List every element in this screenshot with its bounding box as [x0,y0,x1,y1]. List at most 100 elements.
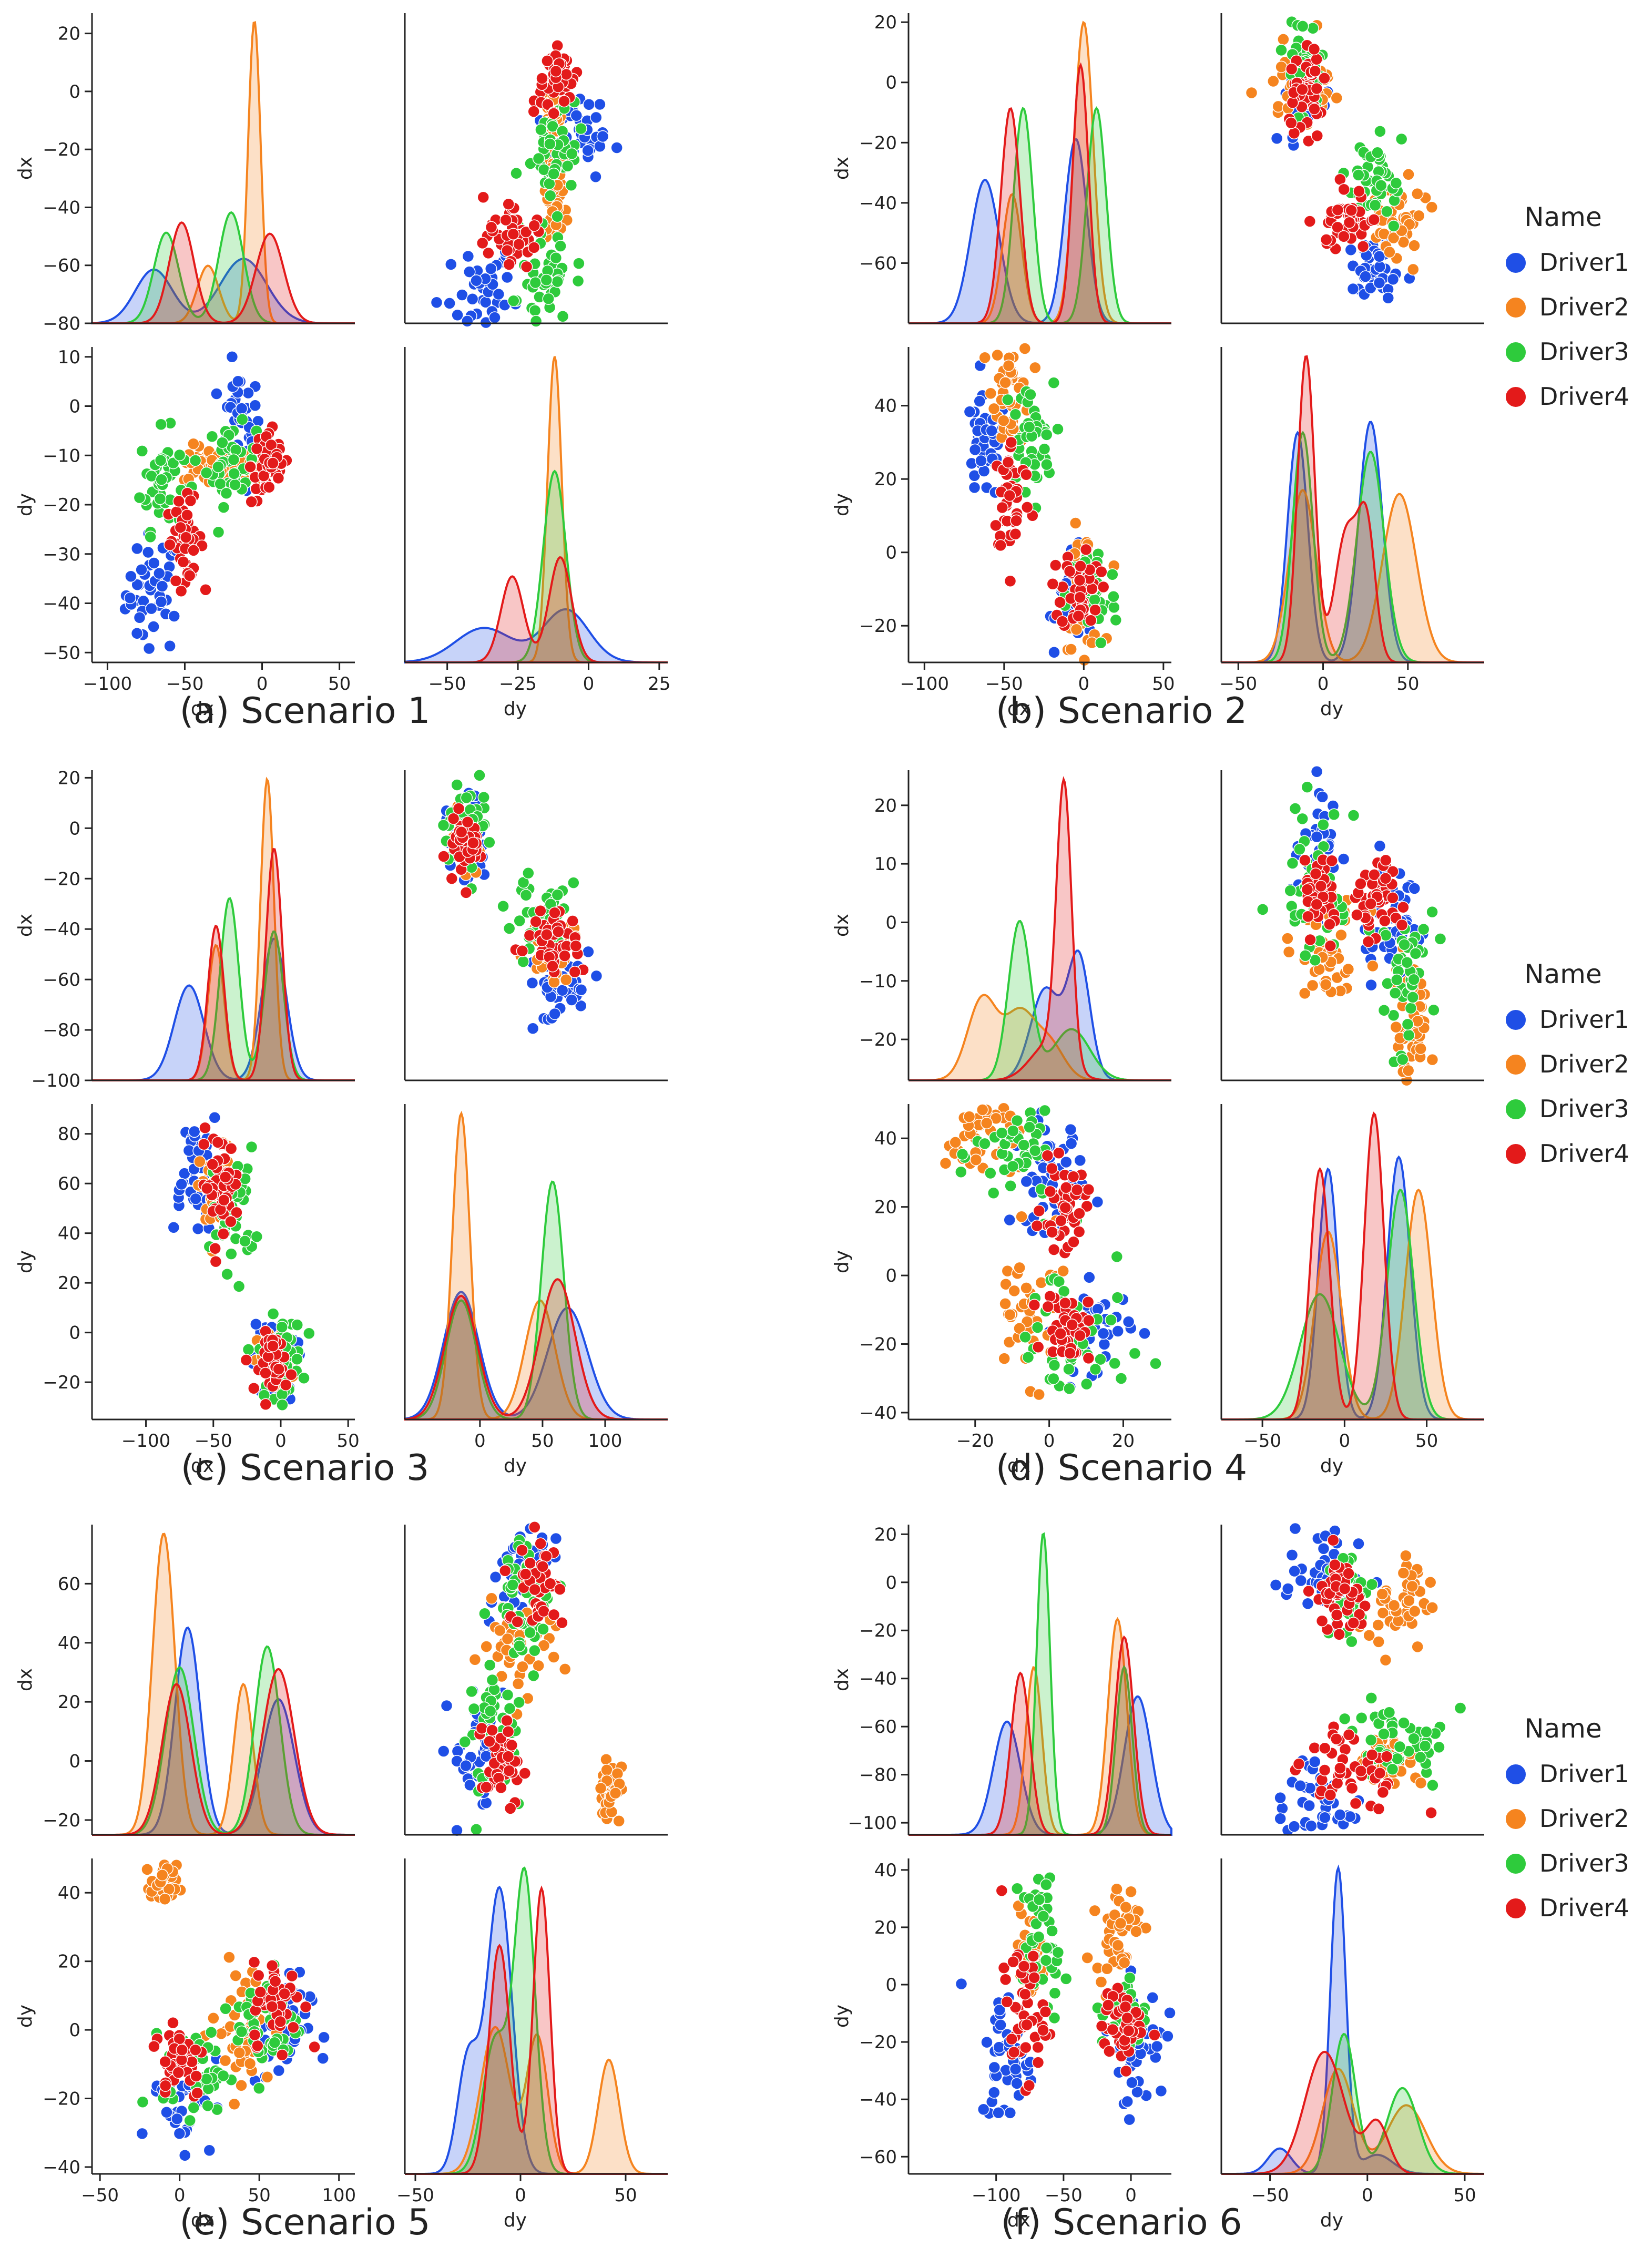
point-driver1 [526,1022,539,1035]
point-driver4 [184,494,197,507]
y-tick-label: 20 [58,1692,80,1713]
legend-marker-driver3 [1505,1853,1527,1875]
point-driver3 [1433,1741,1445,1754]
point-driver3 [1024,388,1037,401]
subfigure-title: (d) Scenario 4 [996,1447,1247,1489]
point-driver4 [541,55,554,67]
subfigure-title: (f) Scenario 6 [1001,2202,1242,2243]
point-driver4 [1074,591,1086,604]
point-driver4 [1085,614,1097,627]
point-driver2 [1281,932,1294,945]
x-tick-label: −100 [900,673,949,694]
point-driver3 [1108,601,1120,614]
y-axis-label: dx [831,157,853,180]
point-driver1 [272,2064,285,2077]
point-driver1 [133,611,146,624]
point-driver4 [250,442,263,455]
point-driver2 [193,1155,206,1168]
point-driver2 [613,1815,625,1827]
point-driver4 [1003,489,1016,502]
point-driver3 [154,454,167,467]
point-driver1 [1352,1537,1365,1550]
point-driver3 [540,273,553,287]
point-driver2 [600,1763,613,1776]
point-driver1 [1305,1820,1318,1832]
legend-marker-driver2 [1505,1808,1527,1830]
point-driver4 [1301,883,1314,896]
point-driver3 [1052,1946,1065,1959]
y-tick-label: −40 [43,197,80,218]
point-driver4 [209,1242,221,1255]
point-driver4 [507,228,520,241]
point-driver1 [1276,1802,1289,1815]
point-driver4 [995,1884,1008,1897]
y-tick-label: −100 [32,1070,80,1091]
point-driver4 [1364,897,1377,910]
y-axis-label: dy [831,493,853,516]
point-driver4 [248,2028,261,2041]
point-driver4 [1028,1971,1040,1984]
point-driver1 [460,1759,472,1772]
y-tick-label: 0 [69,1323,80,1344]
point-driver4 [1046,1225,1058,1239]
point-driver4 [164,538,176,551]
point-driver4 [248,1382,260,1395]
point-driver2 [1426,1601,1438,1614]
point-driver4 [1033,1204,1046,1217]
point-driver1 [992,2107,1005,2119]
point-driver2 [999,1298,1012,1310]
point-driver4 [224,1142,238,1155]
point-driver3 [1007,1125,1019,1137]
point-driver4 [1055,1214,1067,1227]
point-driver4 [1347,1617,1360,1629]
point-driver3 [1047,376,1060,389]
point-driver3 [497,900,509,913]
point-driver3 [217,2069,230,2082]
point-driver4 [1299,854,1311,866]
point-driver4 [1339,1743,1352,1756]
point-driver4 [1044,1290,1056,1303]
point-driver2 [1015,1210,1028,1223]
point-driver2 [1411,187,1424,200]
point-driver3 [1088,594,1101,606]
point-driver3 [235,2025,248,2038]
point-driver1 [1288,1820,1301,1833]
point-driver4 [1044,1185,1057,1198]
point-driver3 [1006,1160,1019,1173]
point-driver3 [529,276,542,289]
point-driver4 [169,575,182,587]
point-driver4 [259,1367,272,1380]
y-axis-label: dy [15,1250,36,1273]
y-tick-label: −20 [43,2089,80,2110]
point-driver3 [1038,1104,1051,1117]
point-driver3 [460,791,473,804]
subfigure-title: (b) Scenario 2 [996,690,1247,732]
point-driver2 [1383,246,1396,259]
point-driver1 [570,109,583,122]
point-driver4 [1397,901,1410,914]
point-driver3 [242,1343,255,1356]
point-driver3 [221,1268,233,1281]
point-driver3 [1391,1752,1404,1765]
y-tick-label: 0 [69,81,80,103]
point-driver4 [181,508,193,522]
point-driver1 [136,2127,149,2140]
point-driver2 [1426,1053,1439,1066]
point-driver3 [216,436,229,449]
point-driver3 [291,1319,304,1331]
point-driver4 [1017,1960,1030,1973]
y-tick-label: 20 [874,469,897,490]
point-driver3 [547,167,560,180]
point-driver4 [1001,1996,1013,2008]
point-driver3 [513,914,526,927]
point-driver1 [1270,132,1283,145]
point-driver4 [1032,2056,1045,2069]
point-driver3 [253,2082,266,2095]
y-axis-label: dy [15,493,36,516]
y-tick-label: −20 [859,132,897,154]
